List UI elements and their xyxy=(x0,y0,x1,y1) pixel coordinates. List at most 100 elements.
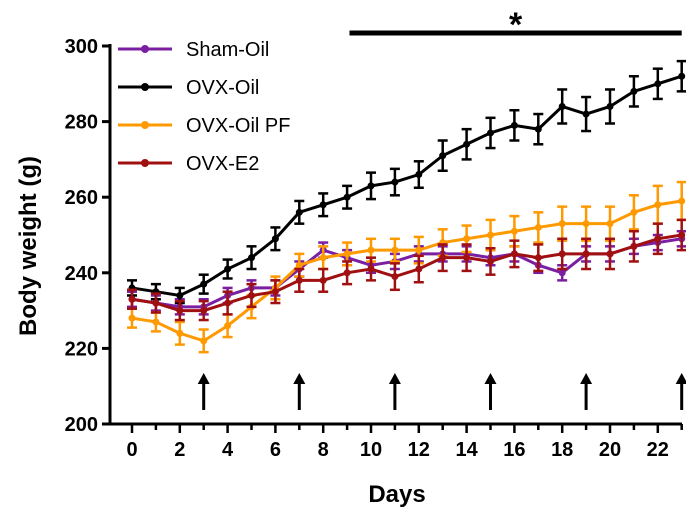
data-point xyxy=(463,254,471,262)
arrow-head xyxy=(580,373,593,384)
data-point xyxy=(582,220,590,228)
legend: Sham-Oil OVX-Oil OVX-Oil PF OVX-E2 xyxy=(118,39,290,175)
data-point xyxy=(630,208,638,216)
x-tick-label: 20 xyxy=(599,439,621,461)
y-tick-label: 280 xyxy=(65,112,98,134)
data-point xyxy=(463,140,471,148)
data-point xyxy=(128,295,136,303)
data-point xyxy=(487,129,494,137)
series-line xyxy=(131,199,682,343)
series-line xyxy=(131,74,683,298)
y-tick-label: 300 xyxy=(65,36,98,58)
data-point xyxy=(678,197,686,205)
data-point xyxy=(534,125,542,133)
x-axis-title: Days xyxy=(368,481,425,508)
arrow-head xyxy=(293,373,306,384)
data-point xyxy=(439,254,447,262)
x-tick-label: 10 xyxy=(360,439,382,461)
legend-label: OVX-Oil PF xyxy=(186,115,290,137)
injection-arrow xyxy=(388,373,401,410)
data-point xyxy=(630,87,638,95)
legend-item: OVX-E2 xyxy=(118,153,259,175)
data-point xyxy=(367,246,375,254)
data-point xyxy=(558,220,566,228)
data-point xyxy=(295,208,303,216)
data-point xyxy=(534,254,542,262)
data-point xyxy=(558,250,566,258)
injection-arrow xyxy=(580,373,593,410)
legend-item: Sham-Oil xyxy=(118,39,269,61)
data-point xyxy=(415,171,423,179)
data-point xyxy=(654,235,662,243)
x-tick-label: 8 xyxy=(318,439,329,461)
data-point xyxy=(606,220,614,228)
data-point xyxy=(678,72,686,80)
data-point xyxy=(415,265,423,273)
data-point xyxy=(343,193,351,201)
data-point xyxy=(152,318,160,326)
arrow-head xyxy=(388,373,401,384)
data-point xyxy=(463,235,471,243)
data-point xyxy=(654,201,662,209)
data-point xyxy=(128,314,136,322)
data-point xyxy=(510,121,518,129)
x-tick-label: 12 xyxy=(408,439,430,461)
data-point xyxy=(176,291,184,299)
plot-area: 200 220 240 260 280 300 0 2 4 6 8 10 12 14 16 18 20 22 * Sh… xyxy=(65,6,686,461)
legend-marker xyxy=(141,159,149,167)
data-point xyxy=(176,307,184,315)
data-point xyxy=(271,235,279,243)
data-point xyxy=(176,329,184,337)
y-tick-label: 240 xyxy=(65,263,98,285)
x-tick-label: 14 xyxy=(455,439,478,461)
data-point xyxy=(510,227,518,235)
data-point xyxy=(391,178,399,186)
x-tick-label: 16 xyxy=(503,439,525,461)
data-point xyxy=(200,307,208,315)
injection-arrow xyxy=(293,373,306,410)
data-point xyxy=(487,257,494,265)
data-point xyxy=(534,223,542,231)
data-point xyxy=(558,102,566,110)
series-line xyxy=(131,233,682,313)
series-ovx-oil-pf xyxy=(127,180,686,354)
legend-item: OVX-Oil xyxy=(118,77,259,99)
x-tick-label: 0 xyxy=(126,439,137,461)
y-axis-title: Body weight (g) xyxy=(15,156,42,336)
data-point xyxy=(319,254,327,262)
legend-label: Sham-Oil xyxy=(186,39,269,61)
data-point xyxy=(200,337,208,345)
data-point xyxy=(606,102,614,110)
data-point xyxy=(295,261,303,269)
data-point xyxy=(510,250,518,258)
x-tick-label: 18 xyxy=(551,439,573,461)
data-point xyxy=(319,201,327,209)
legend-marker xyxy=(141,121,149,129)
injection-arrow xyxy=(197,373,210,410)
data-point xyxy=(487,231,494,239)
x-tick-label: 4 xyxy=(222,439,234,461)
legend-item: OVX-Oil PF xyxy=(118,115,290,137)
injection-arrow xyxy=(484,373,497,410)
x-tick-label: 2 xyxy=(174,439,185,461)
data-point xyxy=(391,273,399,281)
injection-arrow xyxy=(675,373,686,410)
data-point xyxy=(630,242,638,250)
data-point xyxy=(200,280,208,288)
arrow-head xyxy=(197,373,210,384)
series-ovx-oil xyxy=(127,59,686,305)
data-point xyxy=(319,276,327,284)
data-point xyxy=(343,269,351,277)
x-tick-label: 6 xyxy=(270,439,281,461)
legend-label: OVX-E2 xyxy=(186,153,259,175)
data-point xyxy=(248,254,255,262)
data-point xyxy=(343,250,351,258)
data-point xyxy=(582,250,590,258)
series-ovx-e2 xyxy=(127,218,686,322)
legend-marker xyxy=(141,45,149,53)
data-point xyxy=(391,246,399,254)
data-point xyxy=(558,269,566,277)
data-point xyxy=(224,299,232,307)
data-point xyxy=(654,80,662,88)
